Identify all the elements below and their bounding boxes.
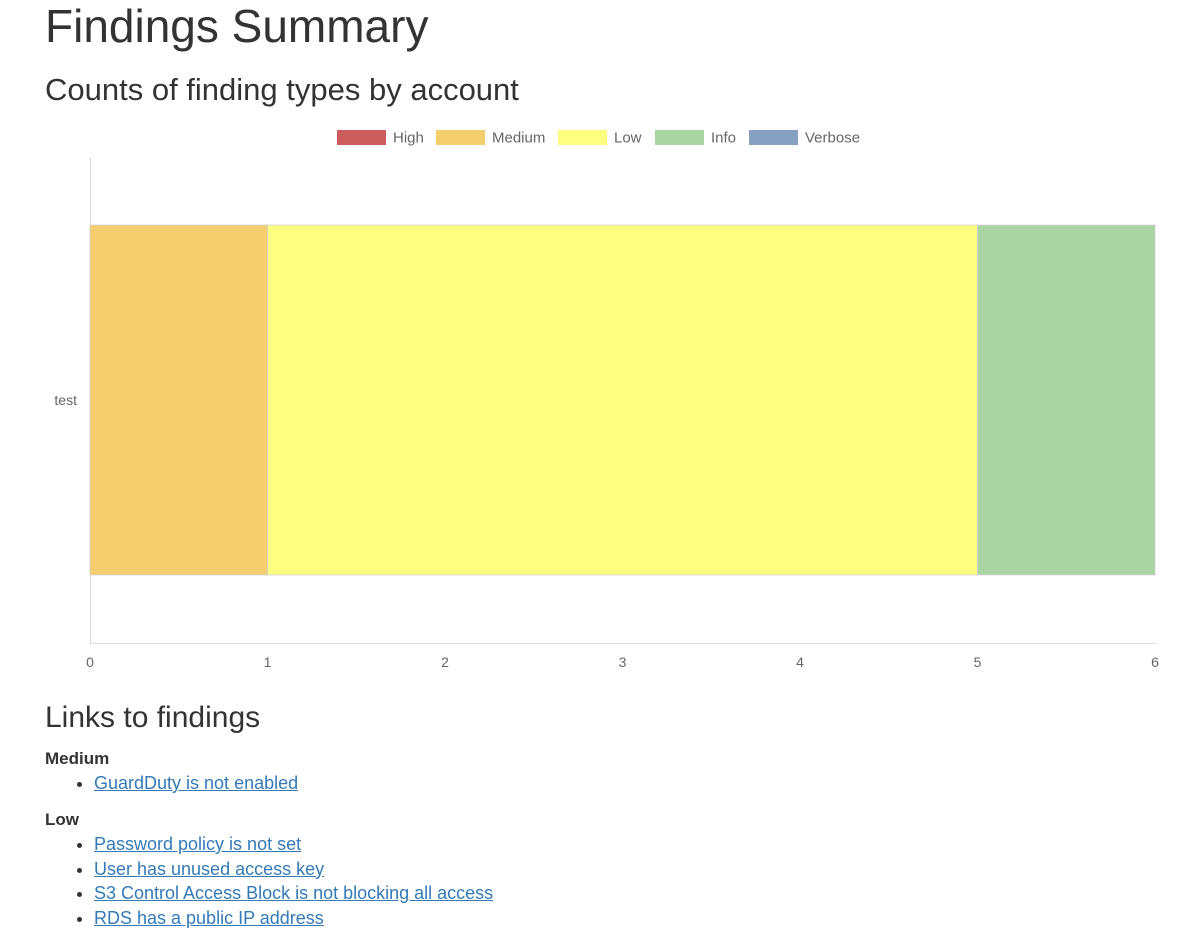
chart-legend: High Medium Low Info Verbose bbox=[337, 130, 860, 147]
findings-group-medium: Medium GuardDuty is not enabled bbox=[45, 747, 298, 796]
legend-label-verbose[interactable]: Verbose bbox=[805, 130, 860, 147]
page-title: Findings Summary bbox=[45, 0, 428, 52]
legend-swatch-medium[interactable] bbox=[436, 130, 485, 145]
legend-swatch-info[interactable] bbox=[655, 130, 704, 145]
legend-label-high[interactable]: High bbox=[393, 130, 424, 147]
bar-medium-test[interactable] bbox=[90, 225, 268, 575]
findings-list-medium: GuardDuty is not enabled bbox=[45, 771, 298, 796]
x-tick-label-2: 2 bbox=[441, 654, 449, 670]
findings-bar-chart: High Medium Low Info Verbose test 0 1 2 3 4 5 6 bbox=[0, 115, 1200, 675]
x-tick-label-3: 3 bbox=[619, 654, 627, 670]
list-item: User has unused access key bbox=[94, 857, 493, 882]
x-tick-label-5: 5 bbox=[974, 654, 982, 670]
findings-list-low: Password policy is not set User has unus… bbox=[45, 832, 493, 930]
legend-swatch-verbose[interactable] bbox=[749, 130, 798, 145]
legend-label-info[interactable]: Info bbox=[711, 130, 736, 147]
bar-low-test[interactable] bbox=[268, 225, 978, 575]
list-item: S3 Control Access Block is not blocking … bbox=[94, 881, 493, 906]
finding-link[interactable]: Password policy is not set bbox=[94, 834, 301, 854]
x-tick-label-1: 1 bbox=[264, 654, 272, 670]
chart-plot: test 0 1 2 3 4 5 6 bbox=[54, 157, 1159, 670]
links-heading: Links to findings bbox=[45, 698, 260, 738]
group-title-medium: Medium bbox=[45, 747, 298, 771]
list-item: GuardDuty is not enabled bbox=[94, 771, 298, 796]
chart-heading: Counts of finding types by account bbox=[45, 70, 519, 110]
legend-swatch-low[interactable] bbox=[558, 130, 607, 145]
x-tick-label-4: 4 bbox=[796, 654, 804, 670]
legend-label-low[interactable]: Low bbox=[614, 130, 642, 147]
finding-link[interactable]: User has unused access key bbox=[94, 859, 324, 879]
list-item: Password policy is not set bbox=[94, 832, 493, 857]
legend-swatch-high[interactable] bbox=[337, 130, 386, 145]
x-tick-label-0: 0 bbox=[86, 654, 94, 670]
finding-link[interactable]: RDS has a public IP address bbox=[94, 908, 324, 928]
findings-group-low: Low Password policy is not set User has … bbox=[45, 808, 493, 930]
bar-info-test[interactable] bbox=[978, 225, 1156, 575]
x-tick-label-6: 6 bbox=[1151, 654, 1159, 670]
y-tick-label-test: test bbox=[54, 392, 77, 408]
finding-link[interactable]: GuardDuty is not enabled bbox=[94, 773, 298, 793]
group-title-low: Low bbox=[45, 808, 493, 832]
finding-link[interactable]: S3 Control Access Block is not blocking … bbox=[94, 883, 493, 903]
legend-label-medium[interactable]: Medium bbox=[492, 130, 545, 147]
list-item: RDS has a public IP address bbox=[94, 906, 493, 930]
